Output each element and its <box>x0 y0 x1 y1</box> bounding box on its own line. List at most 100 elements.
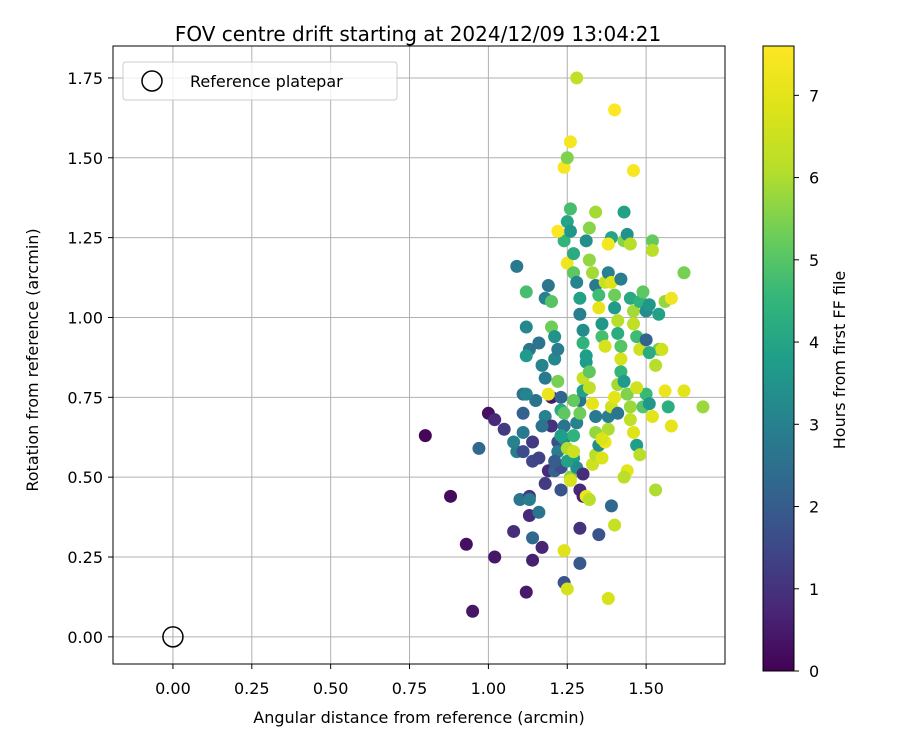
scatter-point <box>576 467 590 481</box>
scatter-point <box>573 307 587 321</box>
scatter-point <box>589 409 603 423</box>
scatter-point <box>595 432 609 446</box>
scatter-point <box>554 390 568 404</box>
y-tick-label: 1.75 <box>67 69 103 88</box>
scatter-point <box>655 342 669 356</box>
scatter-point <box>532 451 546 465</box>
colorbar-tick-label: 2 <box>809 498 819 517</box>
colorbar-tick-label: 7 <box>809 86 819 105</box>
scatter-point <box>630 381 644 395</box>
scatter-point <box>560 256 574 270</box>
scatter-point <box>519 320 533 334</box>
scatter-point <box>586 397 600 411</box>
scatter-point <box>554 429 568 443</box>
scatter-point <box>614 272 628 286</box>
scatter-point <box>418 429 432 443</box>
scatter-point <box>579 349 593 363</box>
plot-area-frame <box>112 45 726 665</box>
y-tick-label: 1.50 <box>67 149 103 168</box>
scatter-point <box>510 259 524 273</box>
x-axis-ticks: 0.00 0.25 0.50 0.75 1.00 1.25 1.50 <box>155 664 664 698</box>
colorbar-tick-label: 4 <box>809 333 819 352</box>
scatter-point <box>645 234 659 248</box>
scatter-point <box>664 291 678 305</box>
scatter-point <box>592 528 606 542</box>
scatter-point <box>645 409 659 423</box>
scatter-point <box>617 470 631 484</box>
scatter-point <box>677 266 691 280</box>
scatter-point <box>658 384 672 398</box>
scatter-point <box>551 224 565 238</box>
colorbar <box>762 45 795 672</box>
scatter-point <box>541 387 555 401</box>
scatter-point <box>519 387 533 401</box>
scatter-point <box>573 556 587 570</box>
colorbar-label: Hours from first FF file <box>830 271 849 450</box>
scatter-point <box>617 205 631 219</box>
scatter-point <box>529 394 543 408</box>
scatter-point <box>642 298 656 312</box>
scatter-point <box>639 333 653 347</box>
x-tick-label: 0.25 <box>234 679 270 698</box>
scatter-point <box>623 413 637 427</box>
legend-box <box>122 61 398 101</box>
y-tick-label: 0.00 <box>67 628 103 647</box>
scatter-point <box>573 406 587 420</box>
scatter-point <box>611 406 625 420</box>
scatter-point <box>649 358 663 372</box>
scatter-point <box>459 537 473 551</box>
scatter-point <box>623 400 637 414</box>
scatter-point <box>592 301 606 315</box>
scatter-point <box>526 531 540 545</box>
scatter-point <box>614 352 628 366</box>
scatter-point <box>677 384 691 398</box>
scatter-point <box>627 317 641 331</box>
scatter-point <box>560 582 574 596</box>
scatter-point <box>614 339 628 353</box>
x-tick-label: 1.25 <box>549 679 585 698</box>
scatter-point <box>611 326 625 340</box>
scatter-point <box>472 441 486 455</box>
scatter-point <box>642 397 656 411</box>
y-axis-ticks: 0.00 0.25 0.50 0.75 1.00 1.25 1.50 1.75 <box>67 69 113 647</box>
scatter-point <box>466 604 480 618</box>
y-tick-label: 0.75 <box>67 388 103 407</box>
scatter-point <box>582 365 596 379</box>
grid-lines <box>113 46 725 664</box>
scatter-point <box>595 317 609 331</box>
scatter-point <box>601 237 615 251</box>
scatter-point <box>519 285 533 299</box>
scatter-point <box>633 448 647 462</box>
reference-marker-layer <box>162 626 184 648</box>
scatter-point <box>608 103 622 117</box>
scatter-point <box>611 314 625 328</box>
scatter-point <box>567 429 581 443</box>
colorbar-tick-label: 6 <box>809 169 819 188</box>
scatter-point <box>573 521 587 535</box>
scatter-point <box>582 221 596 235</box>
scatter-point <box>563 135 577 149</box>
scatter-point <box>507 524 521 538</box>
scatter-point <box>582 253 596 267</box>
scatter-point <box>576 336 590 350</box>
x-tick-label: 0.75 <box>392 679 428 698</box>
scatter-point <box>563 224 577 238</box>
scatter-point <box>649 483 663 497</box>
x-tick-label: 1.50 <box>628 679 664 698</box>
scatter-point <box>567 394 581 408</box>
scatter-point <box>526 435 540 449</box>
chart-title: FOV centre drift starting at 2024/12/09 … <box>175 22 661 46</box>
scatter-point <box>538 477 552 491</box>
scatter-point <box>563 202 577 216</box>
scatter-point <box>538 371 552 385</box>
scatter-point <box>620 387 634 401</box>
scatter-point <box>604 499 618 513</box>
scatter-point <box>567 247 581 261</box>
legend-reference-marker <box>141 70 163 92</box>
y-tick-label: 0.50 <box>67 468 103 487</box>
scatter-point <box>608 301 622 315</box>
scatter-point <box>567 445 581 459</box>
scatter-point <box>522 493 536 507</box>
scatter-point <box>516 406 530 420</box>
scatter-point <box>554 483 568 497</box>
